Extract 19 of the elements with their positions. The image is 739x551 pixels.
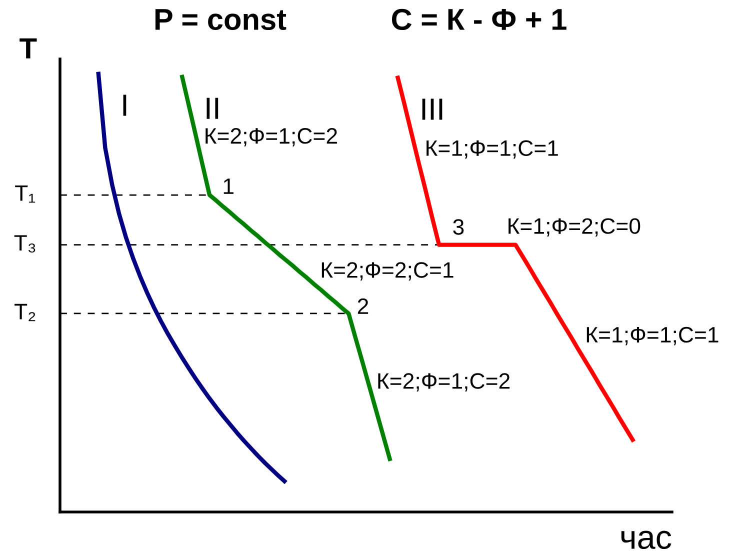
annotation: К=1;Ф=2;С=0 [508,218,640,237]
annotation: 1 [224,178,234,194]
x-axis-title: час [621,530,672,550]
annotation: 2 [358,298,368,314]
annotation: К=2;Ф=1;С=2 [206,128,337,146]
annotation: К=1;Ф=1;С=1 [426,140,558,159]
chart-subtitle: С = К - Ф + 1 [392,8,566,30]
ref-line-label: T₁ [15,185,36,203]
chart-title: P = const [155,9,286,30]
annotation: К=2;Ф=2;С=1 [322,262,454,280]
y-axis-title: T [20,38,37,58]
annotation: 3 [453,219,464,235]
series-label: I [123,94,126,116]
ref-line-label: T₃ [14,235,36,253]
annotation: К=1;Ф=1;С=1 [586,326,718,346]
annotation: К=2;Ф=1;С=2 [378,373,510,392]
series-label: II [206,98,218,119]
series-label: III [422,98,442,120]
ref-line-label: T₂ [14,304,36,322]
